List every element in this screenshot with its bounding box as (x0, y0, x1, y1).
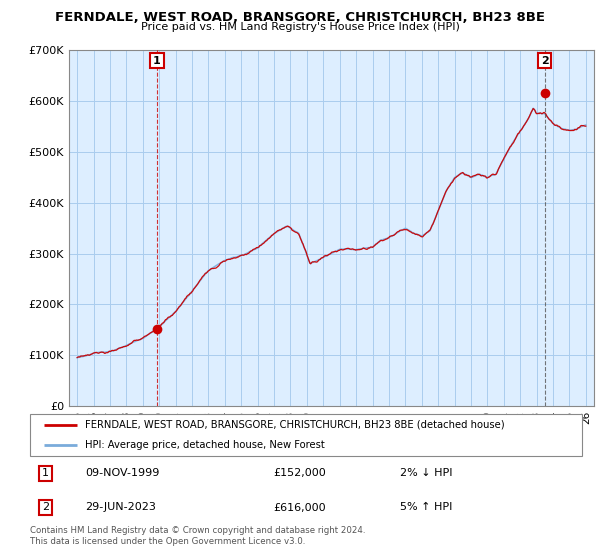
Text: 5% ↑ HPI: 5% ↑ HPI (400, 502, 452, 512)
Text: FERNDALE, WEST ROAD, BRANSGORE, CHRISTCHURCH, BH23 8BE: FERNDALE, WEST ROAD, BRANSGORE, CHRISTCH… (55, 11, 545, 24)
Text: £152,000: £152,000 (273, 468, 326, 478)
FancyBboxPatch shape (30, 414, 582, 455)
Text: 2% ↓ HPI: 2% ↓ HPI (400, 468, 452, 478)
Text: 1: 1 (42, 468, 49, 478)
Text: 2: 2 (541, 55, 548, 66)
Text: HPI: Average price, detached house, New Forest: HPI: Average price, detached house, New … (85, 440, 325, 450)
Text: Contains HM Land Registry data © Crown copyright and database right 2024.
This d: Contains HM Land Registry data © Crown c… (30, 526, 365, 546)
Text: 1: 1 (153, 55, 161, 66)
Text: Price paid vs. HM Land Registry's House Price Index (HPI): Price paid vs. HM Land Registry's House … (140, 22, 460, 32)
Text: 09-NOV-1999: 09-NOV-1999 (85, 468, 160, 478)
Text: FERNDALE, WEST ROAD, BRANSGORE, CHRISTCHURCH, BH23 8BE (detached house): FERNDALE, WEST ROAD, BRANSGORE, CHRISTCH… (85, 419, 505, 430)
Text: 2: 2 (42, 502, 49, 512)
Text: £616,000: £616,000 (273, 502, 326, 512)
Text: 29-JUN-2023: 29-JUN-2023 (85, 502, 156, 512)
